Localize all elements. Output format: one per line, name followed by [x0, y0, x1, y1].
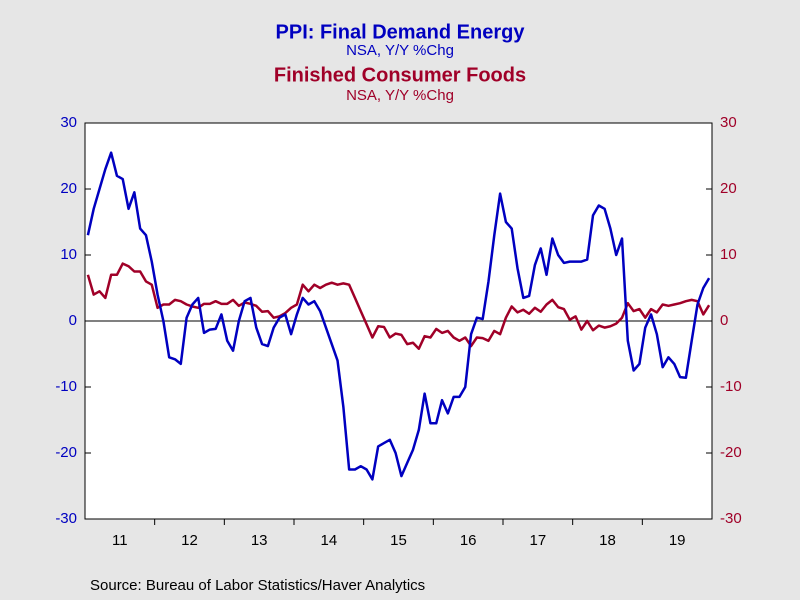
x-tick-label: 17 [529, 532, 546, 549]
y-tick-label: 30 [60, 114, 77, 131]
y-tick-label: 20 [60, 180, 77, 197]
y-tick-label: -10 [55, 378, 77, 395]
y2-tick-label: -20 [720, 444, 742, 461]
y-tick-label: 10 [60, 246, 77, 263]
series-title: PPI: Final Demand Energy [276, 21, 526, 43]
x-tick-label: 16 [460, 532, 477, 549]
y-tick-label: -20 [55, 444, 77, 461]
y2-tick-label: -10 [720, 378, 742, 395]
x-tick-label: 15 [390, 532, 407, 549]
y2-tick-label: 20 [720, 180, 737, 197]
x-tick-label: 14 [320, 532, 337, 549]
y-tick-label: -30 [55, 510, 77, 527]
y-tick-label: 0 [69, 312, 77, 329]
series-line [86, 151, 711, 481]
x-tick-label: 18 [599, 532, 616, 549]
y2-tick-label: 10 [720, 246, 737, 263]
x-tick-label: 11 [112, 532, 128, 549]
x-tick-label: 12 [181, 532, 198, 549]
y2-tick-label: 0 [720, 312, 728, 329]
y2-tick-label: -30 [720, 510, 742, 527]
source-note: Source: Bureau of Labor Statistics/Haver… [90, 577, 425, 594]
series-title: Finished Consumer Foods [274, 64, 526, 86]
series-subtitle: NSA, Y/Y %Chg [346, 42, 454, 59]
x-tick-label: 13 [251, 532, 268, 549]
y2-tick-label: 30 [720, 114, 737, 131]
x-tick-label: 19 [669, 532, 686, 549]
series-subtitle: NSA, Y/Y %Chg [346, 87, 454, 104]
